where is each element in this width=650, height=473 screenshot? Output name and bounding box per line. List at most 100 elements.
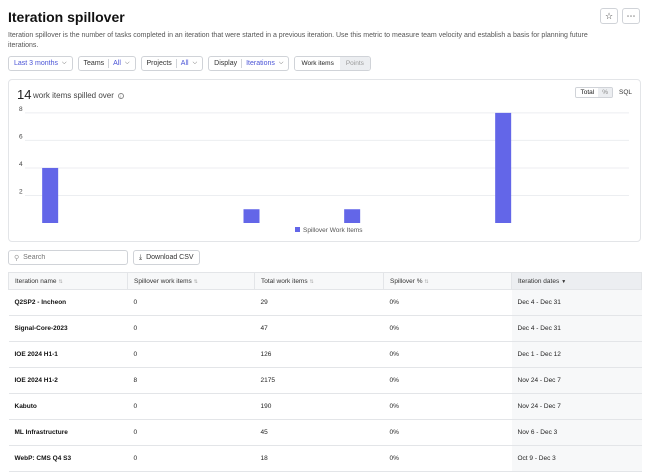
chevron-down-icon: ⌵ xyxy=(124,60,130,66)
table-cell: 0 xyxy=(127,419,255,446)
date-range-dropdown[interactable]: Last 3 months ⌵ xyxy=(8,56,73,71)
toggle-total[interactable]: Total xyxy=(576,88,599,97)
table-cell: 0 xyxy=(127,341,255,368)
table-cell: 0 xyxy=(127,445,255,472)
table-cell: Dec 4 - Dec 31 xyxy=(511,289,642,316)
table-cell: 18 xyxy=(254,445,384,472)
sort-descending-icon[interactable]: ▼ xyxy=(561,278,567,285)
bar xyxy=(495,112,512,223)
page-header: Iteration spillover ☆ ⋯ xyxy=(8,8,640,30)
y-tick-label: 8 xyxy=(19,106,23,113)
sort-icon[interactable]: ⇅ xyxy=(309,278,314,285)
column-header[interactable]: Spillover work items ⇅ xyxy=(127,272,255,290)
table-cell: 0 xyxy=(127,393,255,420)
table-cell: IOE 2024 H1-2 xyxy=(8,367,128,394)
table-row[interactable]: IOE 2024 H1-2 8 2175 0% Nov 24 - Dec 7 xyxy=(8,367,642,394)
chevron-down-icon: ⌵ xyxy=(278,60,284,66)
date-range-value: Last 3 months xyxy=(14,60,58,67)
value-mode-toggle: Total % xyxy=(575,87,613,98)
teams-label: Teams xyxy=(83,60,105,67)
iterations-table: Iteration name ⇅ Spillover work items ⇅ Tota… xyxy=(8,272,642,472)
teams-value: All xyxy=(113,60,121,67)
table-cell: 8 xyxy=(127,367,255,394)
projects-dropdown[interactable]: Projects All ⌵ xyxy=(140,56,204,71)
table-cell: Dec 4 - Dec 31 xyxy=(511,315,642,342)
table-cell: ML Infrastructure xyxy=(8,419,128,446)
sort-icon[interactable]: ⇅ xyxy=(193,278,198,285)
table-cell: Q2SP2 - Incheon xyxy=(8,289,128,316)
table-cell: 126 xyxy=(254,341,384,368)
table-cell: Oct 9 - Dec 3 xyxy=(511,445,642,472)
spillover-count: 14 xyxy=(17,87,32,102)
sort-icon[interactable]: ⇅ xyxy=(424,278,429,285)
projects-label: Projects xyxy=(146,60,172,67)
column-header-label: Iteration name xyxy=(15,277,57,285)
table-cell: Nov 24 - Dec 7 xyxy=(511,393,642,420)
table-cell: Dec 1 - Dec 12 xyxy=(511,341,642,368)
bar xyxy=(243,209,260,223)
table-row[interactable]: Q2SP2 - Incheon 0 29 0% Dec 4 - Dec 31 xyxy=(8,289,642,316)
download-csv-label: Download CSV xyxy=(146,254,194,261)
column-header[interactable]: Iteration name ⇅ xyxy=(8,272,128,290)
chart-card: 14 work items spilled over i Total % SQL… xyxy=(8,79,641,242)
teams-dropdown[interactable]: Teams All ⌵ xyxy=(77,56,136,71)
table-cell: 0% xyxy=(383,445,512,472)
unit-work-items[interactable]: Work items xyxy=(295,57,340,70)
table-row[interactable]: WebP: CMS Q4 S3 0 18 0% Oct 9 - Dec 3 xyxy=(8,445,642,472)
y-tick-label: 4 xyxy=(19,161,23,168)
bar xyxy=(344,209,361,223)
sort-icon[interactable]: ⇅ xyxy=(58,278,63,285)
table-cell: Kabuto xyxy=(8,393,128,420)
table-cell: 0 xyxy=(127,289,255,316)
unit-toggle: Work items Points xyxy=(294,56,371,71)
sql-button[interactable]: SQL xyxy=(618,89,632,96)
table-cell: 0% xyxy=(383,289,512,316)
table-cell: IOE 2024 H1-1 xyxy=(8,341,128,368)
search-icon: ⚲ xyxy=(14,254,20,262)
star-icon[interactable]: ☆ xyxy=(600,8,618,24)
page-title: Iteration spillover xyxy=(8,9,125,25)
unit-points[interactable]: Points xyxy=(339,57,370,70)
toggle-percent[interactable]: % xyxy=(598,88,612,97)
column-header[interactable]: Iteration dates ▼ xyxy=(511,272,642,290)
table-cell: 0% xyxy=(383,341,512,368)
search-input[interactable] xyxy=(23,254,122,261)
display-label: Display xyxy=(214,60,238,67)
spillover-chart: 2 4 6 8 Spillover Work Items xyxy=(19,106,629,234)
table-row[interactable]: ML Infrastructure 0 45 0% Nov 6 - Dec 3 xyxy=(8,419,642,446)
table-row[interactable]: IOE 2024 H1-1 0 126 0% Dec 1 - Dec 12 xyxy=(8,341,642,368)
projects-value: All xyxy=(180,60,189,67)
table-row[interactable]: Signal-Core-2023 0 47 0% Dec 4 - Dec 31 xyxy=(8,315,642,342)
table-cell: 45 xyxy=(254,419,384,446)
search-field[interactable]: ⚲ xyxy=(8,250,128,265)
display-value: Iterations xyxy=(246,60,275,67)
table-cell: 0 xyxy=(127,315,255,342)
table-cell: WebP: CMS Q4 S3 xyxy=(8,445,128,472)
legend-swatch xyxy=(295,227,300,232)
table-cell: 0% xyxy=(383,367,512,394)
table-cell: 29 xyxy=(254,289,384,316)
spillover-label: work items spilled over xyxy=(33,91,114,100)
legend-label: Spillover Work Items xyxy=(303,227,363,234)
y-tick-label: 6 xyxy=(19,133,23,140)
table-row[interactable]: Kabuto 0 190 0% Nov 24 - Dec 7 xyxy=(8,393,642,420)
column-header-label: Spillover work items xyxy=(134,277,192,285)
info-icon[interactable]: i xyxy=(117,92,124,99)
table-cell: Nov 6 - Dec 3 xyxy=(511,419,642,446)
column-header[interactable]: Total work items ⇅ xyxy=(254,272,384,290)
table-cell: 47 xyxy=(254,315,384,342)
download-icon: ⤓ xyxy=(139,253,143,261)
table-cell: 0% xyxy=(383,393,512,420)
column-header-label: Iteration dates xyxy=(518,277,560,285)
column-header-label: Spillover % xyxy=(390,277,423,285)
filter-bar: Last 3 months ⌵ Teams All ⌵ Projects All… xyxy=(8,56,371,71)
table-cell: Nov 24 - Dec 7 xyxy=(511,367,642,394)
table-cell: 190 xyxy=(254,393,384,420)
table-cell: 0% xyxy=(383,315,512,342)
table-cell: 2175 xyxy=(254,367,384,394)
download-csv-button[interactable]: ⤓ Download CSV xyxy=(133,250,200,265)
page-description: Iteration spillover is the number of tas… xyxy=(8,32,588,49)
column-header[interactable]: Spillover % ⇅ xyxy=(383,272,512,290)
more-icon[interactable]: ⋯ xyxy=(622,8,640,24)
display-dropdown[interactable]: Display Iterations ⌵ xyxy=(208,56,290,71)
